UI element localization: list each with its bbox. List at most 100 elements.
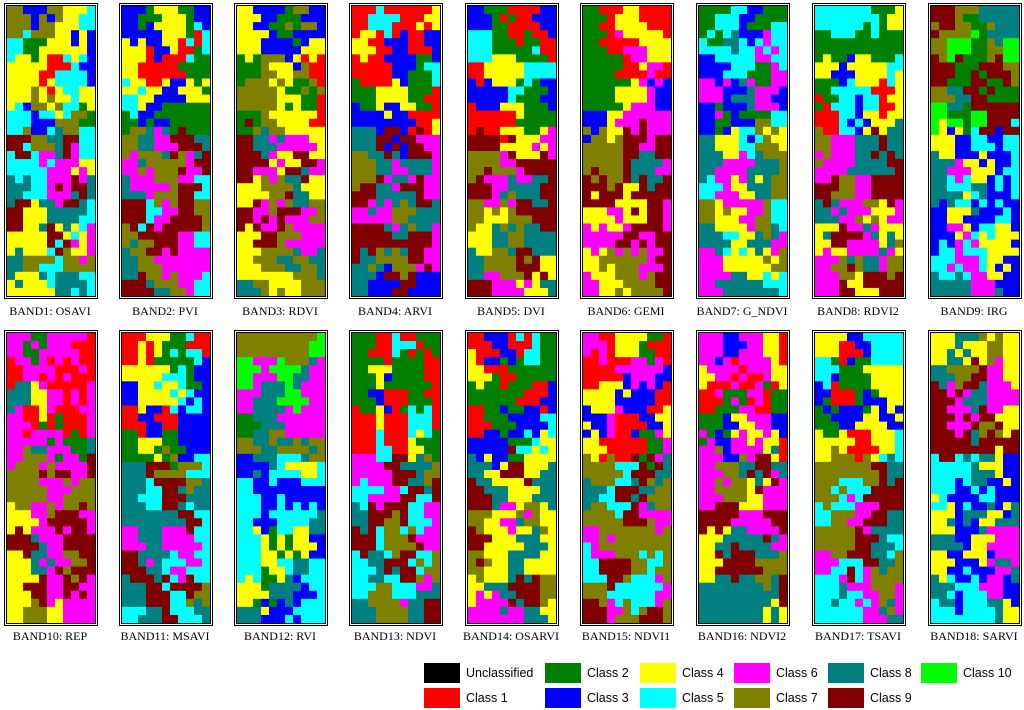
map-cell [261,30,270,39]
map-cell [293,126,302,136]
map-cell [79,199,88,208]
map-cell [31,389,40,398]
map-cell [202,333,210,342]
map-cell [122,502,131,511]
map-cell [245,54,254,63]
map-cell [384,373,393,382]
map-cell [245,461,254,471]
map-cell [879,62,888,71]
map-cell [87,151,95,160]
map-cell [178,287,187,296]
map-cell [154,38,163,47]
map-cell [1003,118,1012,128]
map-cell [317,30,325,39]
map-cell [887,86,896,96]
map-cell [360,357,369,366]
map-cell [71,445,80,455]
map-cell [269,263,278,273]
map-cell [500,207,509,216]
map-cell [23,54,32,63]
map-cell [747,159,756,168]
map-cell [623,6,632,15]
map-cell [831,191,840,200]
map-cell [987,287,996,296]
map-cell [245,421,254,431]
map-cell [955,54,964,63]
map-cell [1003,207,1012,216]
map-cell [408,94,417,104]
map-cell [237,30,246,39]
map-cell [194,199,203,208]
map-cell [955,191,964,200]
map-cell [194,542,203,551]
map-cell [516,239,525,249]
map-cell [269,199,278,208]
map-cell [178,46,187,55]
map-cell [484,199,493,208]
map-cell [895,279,903,289]
map-cell [285,167,294,176]
map-cell [186,110,195,120]
map-cell [186,526,195,535]
map-cell [699,175,708,184]
map-cell [424,287,433,296]
map-cell [815,263,824,273]
map-cell [524,30,533,39]
map-cell [947,231,956,241]
map-cell [285,126,294,136]
map-cell [162,542,171,551]
map-cell [47,247,56,257]
map-cell [887,279,896,289]
map-cell [384,461,393,471]
map-cell [392,413,401,423]
map-cell [194,510,203,519]
map-cell [815,183,824,192]
map-cell [939,159,948,168]
map-cell [432,46,440,55]
map-cell [253,373,262,382]
map-cell [47,279,56,289]
map-cell [277,134,286,144]
map-cell [130,502,139,511]
map-cell [492,279,501,289]
map-cell [154,159,163,168]
map-cell [376,381,385,390]
map-cell [309,86,318,96]
map-cell [39,142,48,152]
map-cell [202,373,210,382]
map-cell [823,239,832,249]
map-cell [87,86,95,96]
map-cell [261,191,270,200]
map-cell [831,239,840,249]
map-cell [87,453,95,463]
map-cell [138,199,147,208]
map-cell [368,437,377,447]
map-cell [699,263,708,273]
map-cell [432,110,440,120]
map-cell [368,247,377,257]
map-cell [747,175,756,184]
map-cell [285,518,294,527]
map-cell [815,134,824,144]
map-cell [285,62,294,71]
map-cell [763,54,772,63]
map-cell [301,381,310,390]
map-cell [863,207,872,216]
map-cell [202,478,210,487]
map-cell [376,287,385,296]
map-cell [63,341,72,350]
map-cell [154,469,163,479]
map-cell [771,279,780,289]
map-cell [146,421,155,431]
map-cell [887,38,896,47]
map-cell [532,223,541,233]
map-cell [352,239,361,249]
map-cell [15,582,24,592]
map-cell [178,429,187,439]
map-cell [301,349,310,358]
map-cell [963,263,972,273]
map-cell [194,494,203,503]
map-cell [755,30,764,39]
map-cell [31,6,40,15]
map-cell [186,453,195,463]
